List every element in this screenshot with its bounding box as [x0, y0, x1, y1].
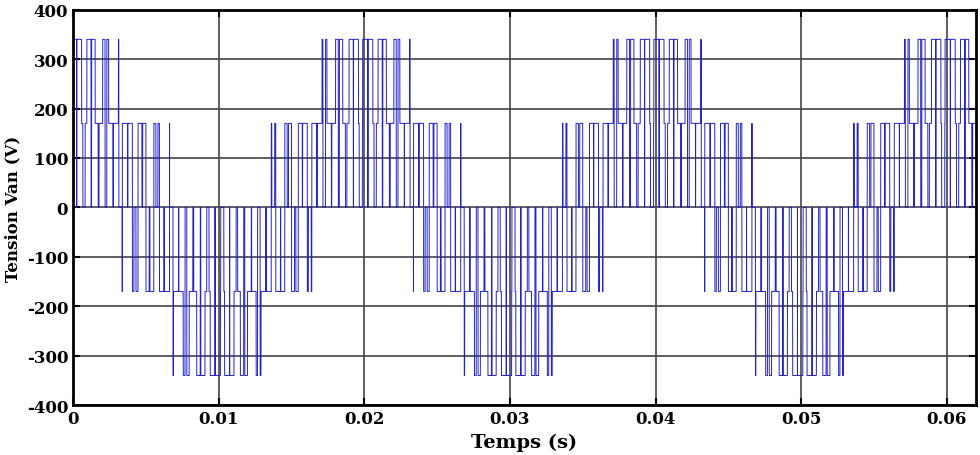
Y-axis label: Tension Van (V): Tension Van (V) — [4, 135, 22, 281]
X-axis label: Temps (s): Temps (s) — [471, 433, 577, 451]
